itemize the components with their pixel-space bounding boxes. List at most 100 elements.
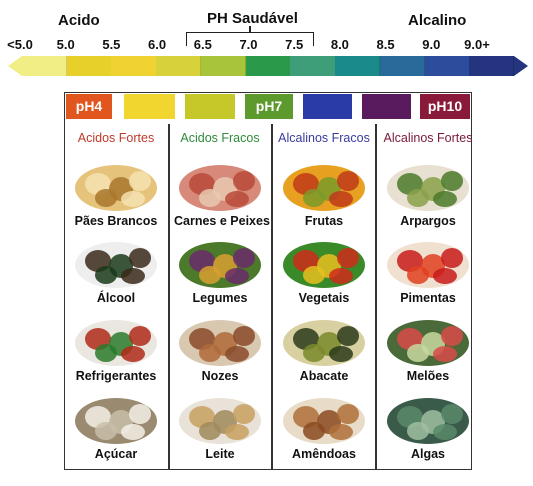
photo-detail <box>121 191 145 207</box>
photo-detail <box>441 248 463 268</box>
photo-detail <box>337 404 359 424</box>
photo-detail <box>303 422 325 440</box>
photo-detail <box>129 404 151 424</box>
photo-detail <box>233 248 255 268</box>
column-title: Acidos Fortes <box>77 131 155 145</box>
food-label: Melões <box>406 369 450 383</box>
food-label: Frutas <box>304 214 344 228</box>
photo-detail <box>129 326 151 346</box>
food-item: Álcool <box>70 242 162 305</box>
photo-detail <box>441 326 463 346</box>
photo-detail <box>329 191 353 207</box>
column-title: Acidos Fracos <box>180 131 260 145</box>
healthy-ph-label: PH Saudável <box>207 10 298 27</box>
column-divider <box>168 124 170 470</box>
alkaline-label: Alcalino <box>408 12 467 29</box>
healthy-range-bracket-mid <box>249 26 251 33</box>
photo-detail <box>329 268 353 284</box>
photo-detail <box>433 268 457 284</box>
scale-tick: <5.0 <box>7 37 33 52</box>
fruits-icon <box>283 165 365 211</box>
photo-detail <box>129 171 151 191</box>
greens-icon <box>283 242 365 288</box>
photo-detail <box>337 326 359 346</box>
soda-bottles-icon <box>75 320 157 366</box>
sugar-cubes-icon <box>75 398 157 444</box>
scale-tick: 7.0 <box>239 37 258 52</box>
food-item: Frutas <box>278 165 370 228</box>
scale-tick: 9.0+ <box>464 37 490 52</box>
photo-detail <box>225 268 249 284</box>
photo-detail <box>433 346 457 362</box>
wine-bottles-icon <box>75 242 157 288</box>
photo-detail <box>233 326 255 346</box>
scale-segment <box>111 56 157 76</box>
almonds-icon <box>283 398 365 444</box>
column-title: Alcalinos Fortes <box>383 131 473 145</box>
photo-detail <box>225 191 249 207</box>
scale-segment <box>156 56 202 76</box>
food-item: Arpargos <box>382 165 474 228</box>
ph-chip <box>124 94 175 119</box>
food-item: Refrigerantes <box>70 320 162 383</box>
food-item: Algas <box>382 398 474 461</box>
ph-chip: pH4 <box>66 94 112 119</box>
photo-detail <box>121 424 145 440</box>
food-item: Carnes e Peixes <box>174 165 270 228</box>
ph-chip <box>362 94 411 119</box>
food-label: Pimentas <box>400 291 456 305</box>
photo-detail <box>233 171 255 191</box>
photo-detail <box>407 422 429 440</box>
photo-detail <box>433 191 457 207</box>
avocado-icon <box>283 320 365 366</box>
scale-segment <box>379 56 426 76</box>
food-item: Açúcar <box>70 398 162 461</box>
scale-tick: 7.5 <box>285 37 304 52</box>
food-label: Nozes <box>201 369 239 383</box>
melons-icon <box>387 320 469 366</box>
scale-segment <box>469 56 515 76</box>
ph-chip <box>303 94 352 119</box>
seaweed-icon <box>387 398 469 444</box>
food-label: Legumes <box>192 291 248 305</box>
photo-detail <box>337 171 359 191</box>
food-label: Algas <box>410 447 446 461</box>
food-label: Vegetais <box>298 291 350 305</box>
scale-tick: 5.5 <box>102 37 121 52</box>
ph-color-scale <box>8 56 528 76</box>
food-item: Pães Brancos <box>70 165 162 228</box>
food-item: Legumes <box>174 242 266 305</box>
scale-tick: 5.0 <box>56 37 75 52</box>
food-item: Pimentas <box>382 242 474 305</box>
scale-segment <box>66 56 112 76</box>
food-label: Arpargos <box>400 214 456 228</box>
photo-detail <box>199 422 221 440</box>
peppers-icon <box>387 242 469 288</box>
photo-detail <box>199 344 221 362</box>
photo-detail <box>303 344 325 362</box>
photo-detail <box>233 404 255 424</box>
nuts-icon <box>179 320 261 366</box>
photo-detail <box>199 266 221 284</box>
photo-detail <box>225 424 249 440</box>
photo-detail <box>95 344 117 362</box>
photo-detail <box>303 266 325 284</box>
photo-detail <box>433 424 457 440</box>
food-label: Refrigerantes <box>75 369 157 383</box>
scale-arrow-right <box>514 56 528 76</box>
photo-detail <box>329 346 353 362</box>
column-title: Alcalinos Fracos <box>278 131 370 145</box>
photo-detail <box>407 266 429 284</box>
bread-icon <box>75 165 157 211</box>
scale-tick: 6.0 <box>148 37 167 52</box>
ph-chip <box>185 94 235 119</box>
scale-segment <box>245 56 291 76</box>
food-label: Álcool <box>96 291 136 305</box>
ph-chip: pH10 <box>420 94 470 119</box>
photo-detail <box>303 189 325 207</box>
food-label: Carnes e Peixes <box>174 214 270 228</box>
milk-dairy-icon <box>179 398 261 444</box>
food-item: Amêndoas <box>278 398 370 461</box>
photo-detail <box>329 424 353 440</box>
food-item: Melões <box>382 320 474 383</box>
